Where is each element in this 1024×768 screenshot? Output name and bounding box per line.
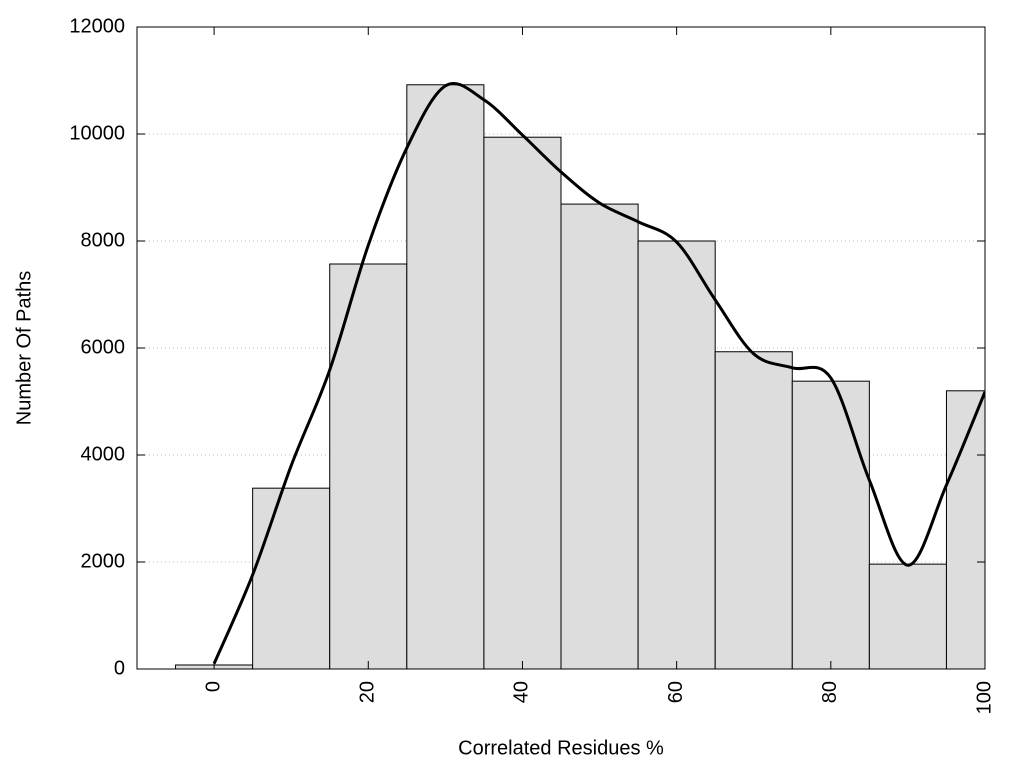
y-tick-label: 12000 <box>69 15 125 37</box>
y-axis-label: Number Of Paths <box>13 271 35 426</box>
y-tick-label: 0 <box>114 657 125 679</box>
bar <box>560 203 639 669</box>
x-tick-label: 80 <box>819 681 841 703</box>
bar <box>329 263 408 669</box>
curve-layer <box>212 81 985 665</box>
bar <box>868 563 947 669</box>
x-axis-label: Correlated Residues % <box>458 737 664 759</box>
bar <box>252 487 331 669</box>
bar <box>791 380 870 669</box>
x-tick-label: 100 <box>973 681 995 714</box>
y-tick-label: 6000 <box>81 336 126 358</box>
bar <box>714 351 793 669</box>
y-tick-label: 4000 <box>81 443 126 465</box>
bar <box>483 136 562 669</box>
bar <box>406 84 485 669</box>
y-tick-label: 10000 <box>69 122 125 144</box>
x-tick-label: 0 <box>202 681 224 692</box>
bar <box>637 240 716 669</box>
x-tick-label: 40 <box>511 681 533 703</box>
y-tick-label: 2000 <box>81 550 126 572</box>
x-tick-label: 60 <box>665 681 687 703</box>
x-tick-label: 20 <box>357 681 379 703</box>
ticks: 0 2000 4000 6000 8000 10000 12000 0 20 40 60 80 100 <box>69 15 995 714</box>
smooth-curve <box>212 81 985 665</box>
bars <box>175 84 985 669</box>
y-tick-label: 8000 <box>81 229 126 251</box>
